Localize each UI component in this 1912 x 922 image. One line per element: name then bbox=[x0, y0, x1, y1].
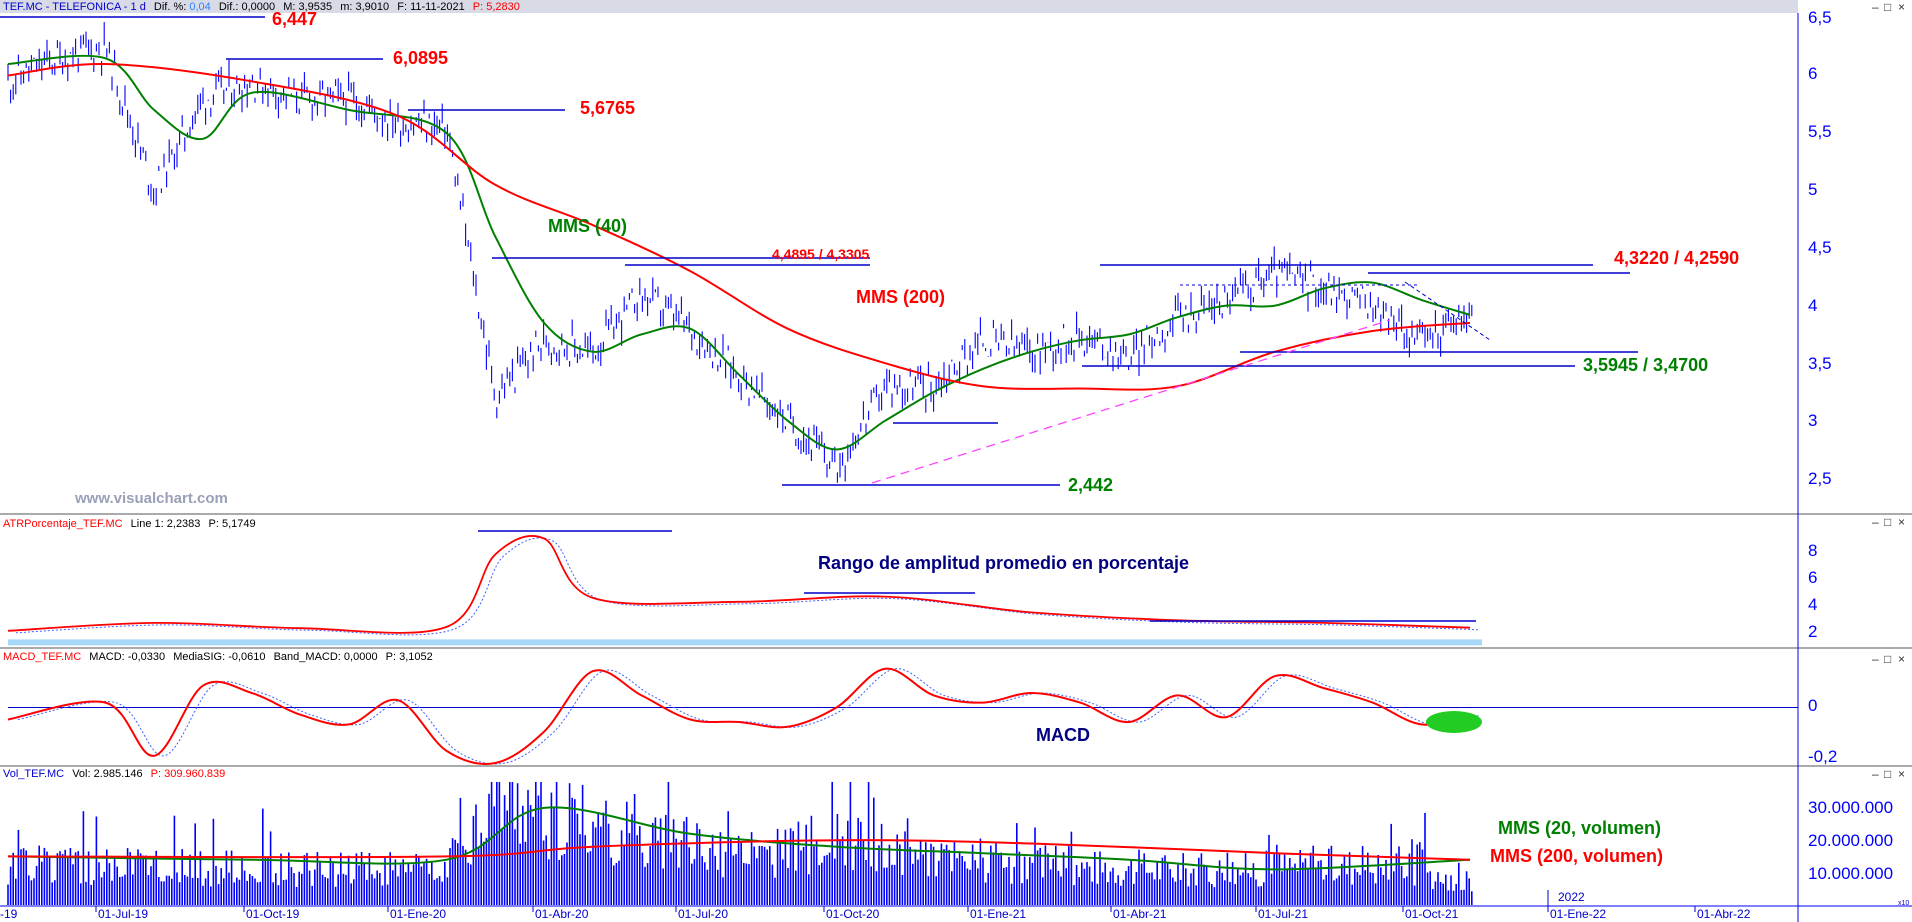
atr-y-tick: 8 bbox=[1808, 541, 1817, 560]
macd-signal-line bbox=[17, 668, 1481, 765]
vol-mms200-line bbox=[7, 839, 1471, 861]
annotation-56765: 5,6765 bbox=[580, 98, 635, 118]
x-axis-labels: -19 01-Jul-19 01-Oct-19 01-Ene-20 01-Abr… bbox=[0, 890, 1909, 921]
watermark: www.visualchart.com bbox=[74, 490, 228, 507]
price-y-tick: 3 bbox=[1808, 411, 1817, 430]
macd-highlight-ellipse bbox=[1426, 711, 1482, 733]
x-tick: 01-Jul-21 bbox=[1258, 907, 1308, 921]
volume-y-tick: 10.000.000 bbox=[1808, 864, 1893, 883]
label-mms200: MMS (200) bbox=[856, 287, 945, 307]
macd-layer bbox=[7, 667, 1798, 765]
price-layer bbox=[7, 22, 1473, 483]
minimize-icon[interactable]: – bbox=[1872, 0, 1879, 14]
x-tick: 2022 bbox=[1558, 890, 1585, 904]
atr-signal-line bbox=[15, 537, 1479, 636]
minimize-icon[interactable]: – bbox=[1872, 767, 1879, 781]
x-tick: 01-Jul-19 bbox=[98, 907, 148, 921]
maximize-icon[interactable]: □ bbox=[1884, 767, 1891, 781]
price-window-controls[interactable]: – □ × bbox=[1872, 0, 1905, 14]
macd-line bbox=[7, 667, 1471, 765]
label-mms40: MMS (40) bbox=[548, 216, 627, 236]
atr-y-tick: 2 bbox=[1808, 622, 1817, 641]
x-tick: 01-Ene-21 bbox=[970, 907, 1026, 921]
price-y-tick: 5 bbox=[1808, 180, 1817, 199]
x-tick: 01-Oct-19 bbox=[246, 907, 300, 921]
legend-mms200-vol: MMS (200, volumen) bbox=[1490, 846, 1663, 866]
maximize-icon[interactable]: □ bbox=[1884, 515, 1891, 529]
macd-y-tick: 0 bbox=[1808, 696, 1817, 715]
minimize-icon[interactable]: – bbox=[1872, 515, 1879, 529]
price-y-tick: 2,5 bbox=[1808, 469, 1832, 488]
volume-layer bbox=[7, 782, 1473, 905]
macd-y-axis: 0 -0,2 bbox=[1808, 696, 1837, 766]
volume-window-controls[interactable]: – □ × bbox=[1872, 767, 1905, 781]
close-icon[interactable]: × bbox=[1898, 515, 1905, 529]
volume-header: Vol_TEF.MC Vol: 2.985.146 P: 309.960.839 bbox=[3, 768, 225, 780]
price-header: TEF.MC - TELEFONICA - 1 d Dif. %: 0,04 D… bbox=[3, 1, 520, 13]
mms40-line bbox=[7, 54, 1471, 451]
atr-window-controls[interactable]: – □ × bbox=[1872, 515, 1905, 529]
macd-y-tick: -0,2 bbox=[1808, 747, 1837, 766]
price-y-tick: 4,5 bbox=[1808, 238, 1832, 257]
trend-line bbox=[871, 319, 1391, 484]
legend-mms20-vol: MMS (20, volumen) bbox=[1498, 818, 1661, 838]
x-tick: 01-Abr-20 bbox=[535, 907, 589, 921]
price-y-tick: 6,5 bbox=[1808, 8, 1832, 27]
price-y-tick: 6 bbox=[1808, 64, 1817, 83]
atr-y-axis: 8 6 4 2 bbox=[1808, 541, 1817, 641]
x-tick: 01-Ene-22 bbox=[1550, 907, 1606, 921]
vol-mms20-line bbox=[7, 806, 1471, 871]
level-lines bbox=[0, 16, 1638, 622]
x-tick: 01-Abr-22 bbox=[1697, 907, 1751, 921]
atr-line bbox=[7, 535, 1471, 634]
price-y-tick: 3,5 bbox=[1808, 354, 1832, 373]
x-tick: 01-Oct-20 bbox=[826, 907, 880, 921]
volume-y-tick: 30.000.000 bbox=[1808, 798, 1893, 817]
macd-header: MACD_TEF.MC MACD: -0,0330 MediaSIG: -0,0… bbox=[3, 651, 433, 663]
annotation-44895: 4,4895 / 4,3305 bbox=[772, 246, 870, 262]
maximize-icon[interactable]: □ bbox=[1884, 0, 1891, 14]
annotation-2442: 2,442 bbox=[1068, 475, 1113, 495]
atr-title: Rango de amplitud promedio en porcentaje bbox=[818, 553, 1189, 573]
trend-line-dotted bbox=[1404, 281, 1491, 341]
price-y-axis: 6,5 6 5,5 5 4,5 4 3,5 3 2,5 bbox=[1808, 8, 1832, 488]
minimize-icon[interactable]: – bbox=[1872, 652, 1879, 666]
annotation-43220: 4,3220 / 4,2590 bbox=[1614, 248, 1739, 268]
macd-window-controls[interactable]: – □ × bbox=[1872, 652, 1905, 666]
maximize-icon[interactable]: □ bbox=[1884, 652, 1891, 666]
atr-y-tick: 4 bbox=[1808, 595, 1817, 614]
price-header-bar bbox=[0, 0, 1798, 13]
x-tick: 01-Oct-21 bbox=[1405, 907, 1459, 921]
x-tick: 01-Abr-21 bbox=[1113, 907, 1167, 921]
x-tick: 01-Jul-20 bbox=[678, 907, 728, 921]
price-header-name: TEF.MC - TELEFONICA - 1 d bbox=[3, 1, 146, 13]
atr-y-tick: 6 bbox=[1808, 568, 1817, 587]
annotation-60895: 6,0895 bbox=[393, 48, 448, 68]
close-icon[interactable]: × bbox=[1898, 0, 1905, 14]
price-y-tick: 4 bbox=[1808, 296, 1817, 315]
x-tick: -19 bbox=[0, 907, 18, 921]
volume-y-axis: 30.000.000 20.000.000 10.000.000 bbox=[1808, 798, 1893, 883]
x-axis-ticks bbox=[95, 890, 1696, 912]
macd-title: MACD bbox=[1036, 725, 1090, 745]
atr-header: ATRPorcentaje_TEF.MC Line 1: 2,2383 P: 5… bbox=[3, 518, 256, 530]
annotation-35945: 3,5945 / 3,4700 bbox=[1583, 355, 1708, 375]
close-icon[interactable]: × bbox=[1898, 652, 1905, 666]
atr-layer bbox=[7, 535, 1482, 646]
annotations: 6,447 6,0895 5,6765 4,4895 / 4,3305 4,32… bbox=[74, 9, 1739, 866]
mms200-line bbox=[7, 62, 1471, 391]
close-icon[interactable]: × bbox=[1898, 767, 1905, 781]
atr-band bbox=[8, 639, 1482, 646]
x-tick: 01-Ene-20 bbox=[390, 907, 446, 921]
annotation-6447: 6,447 bbox=[272, 9, 317, 29]
volume-y-tick: 20.000.000 bbox=[1808, 831, 1893, 850]
price-y-tick: 5,5 bbox=[1808, 122, 1832, 141]
x-axis-corner: x10 bbox=[1898, 900, 1909, 907]
